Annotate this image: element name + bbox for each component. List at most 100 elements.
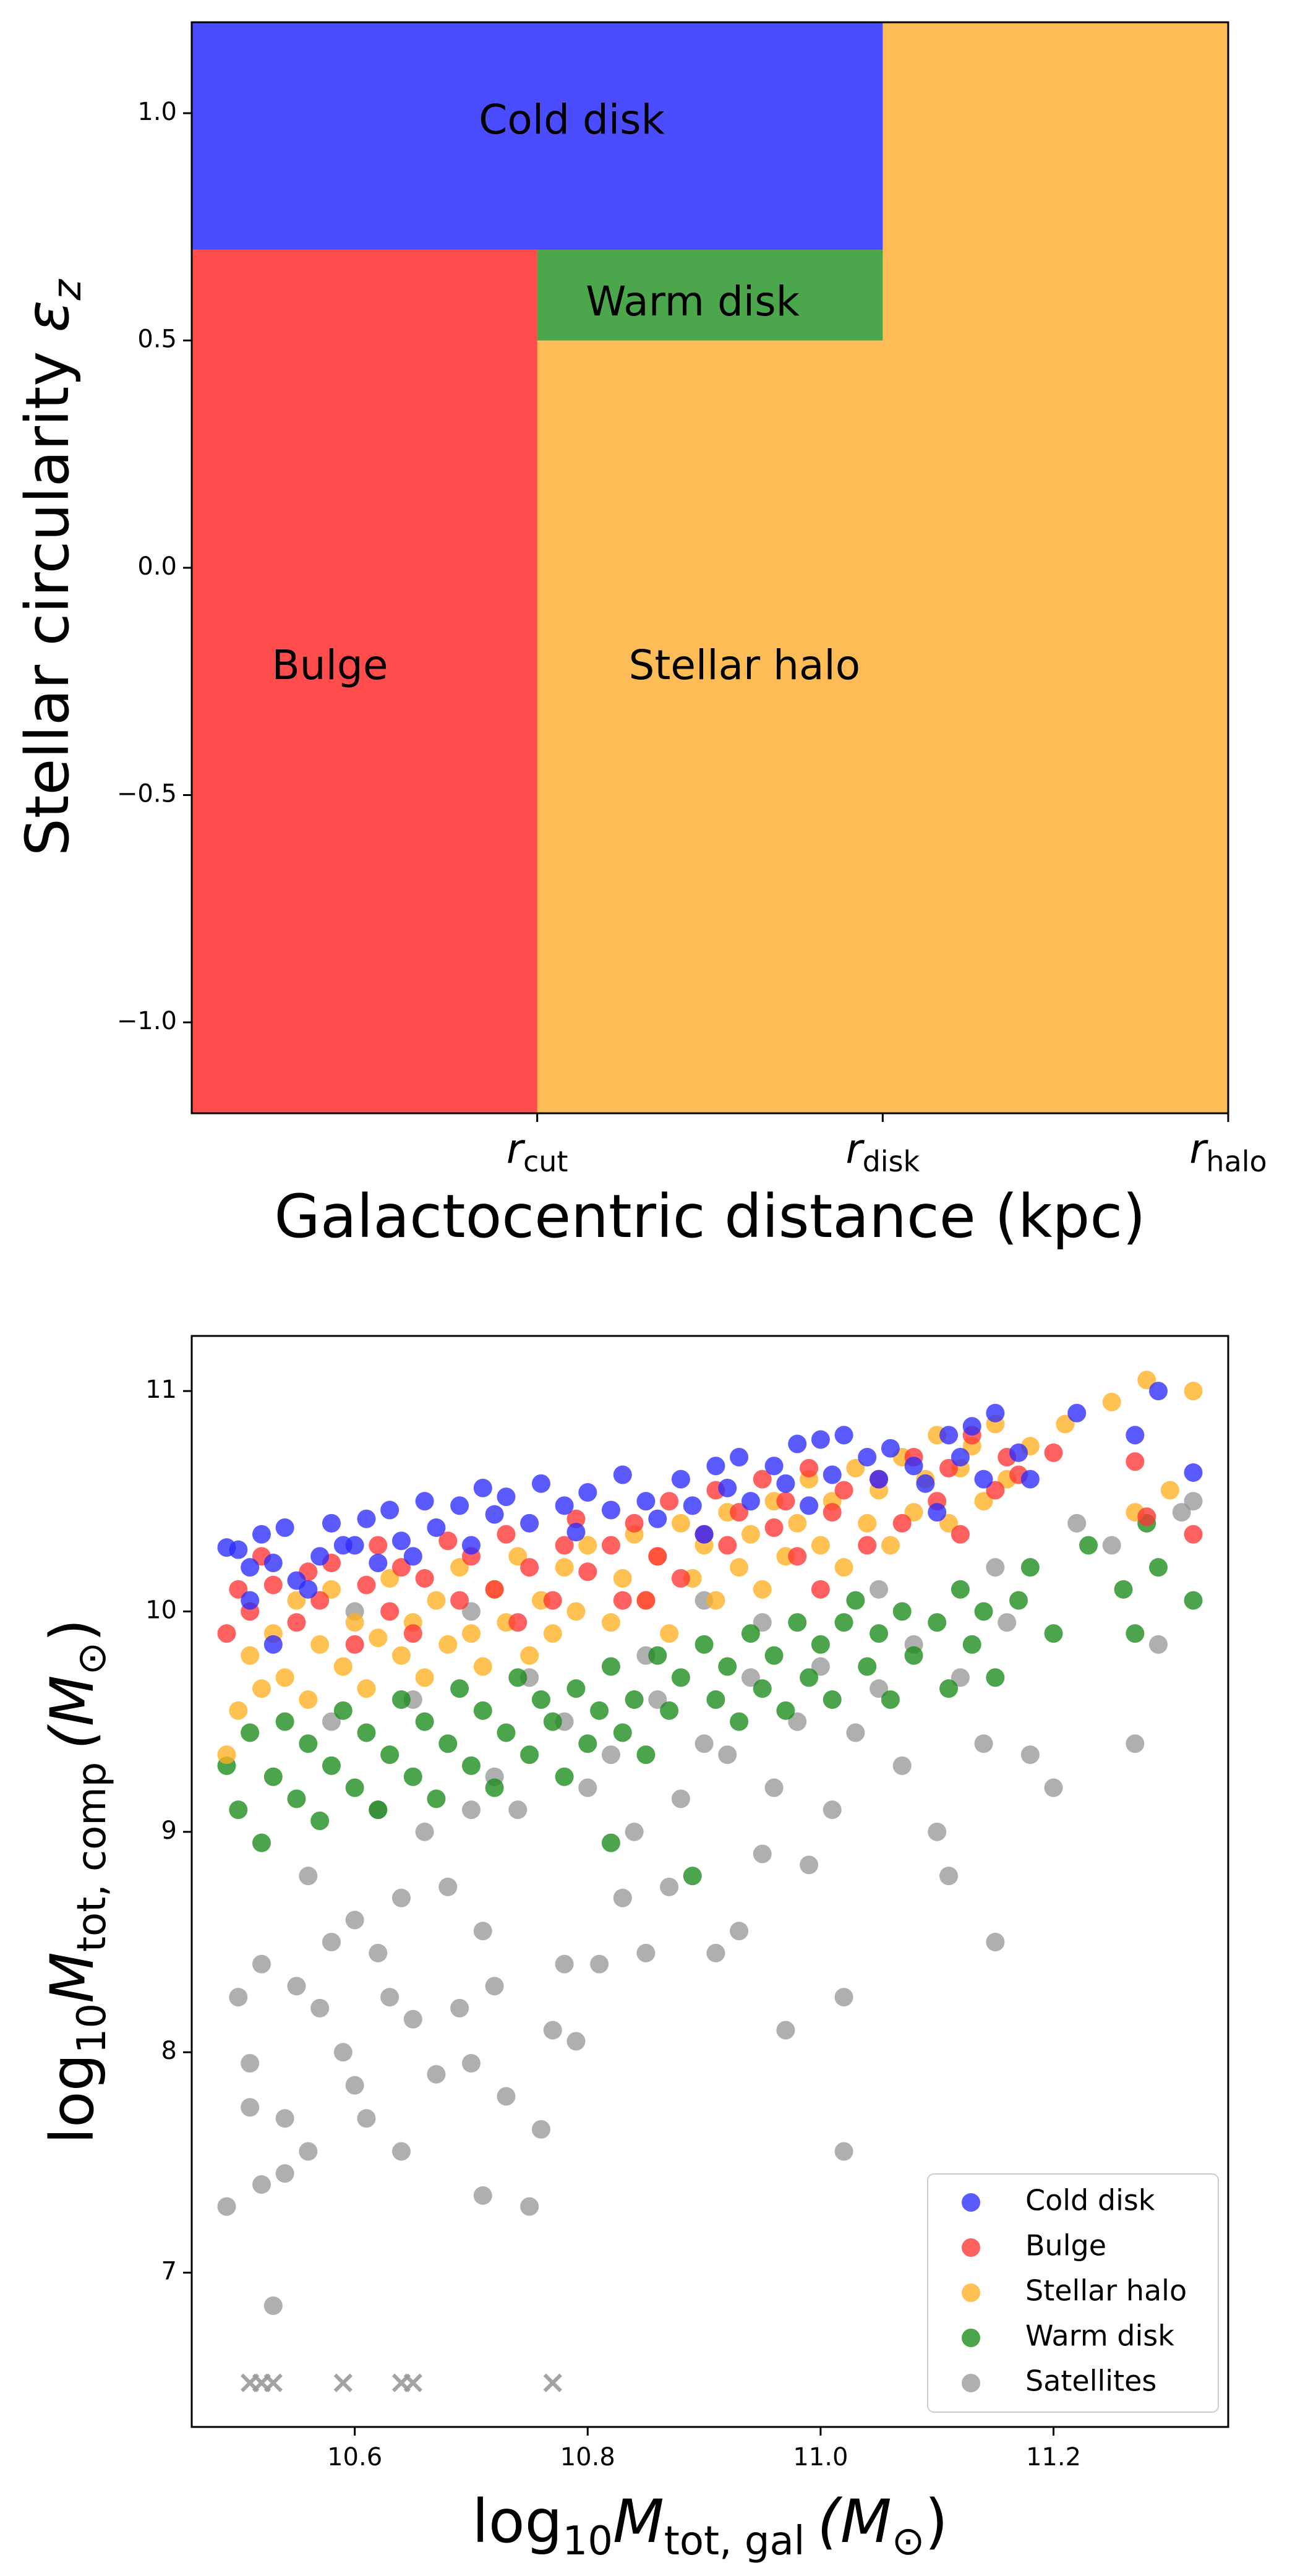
point-stellar-halo — [974, 1492, 993, 1511]
point-cold-disk — [601, 1500, 620, 1520]
legend-marker — [962, 2238, 980, 2257]
point-bulge — [415, 1569, 434, 1588]
point-warm-disk — [811, 1635, 830, 1654]
legend-label: Warm disk — [1025, 2319, 1174, 2353]
point-bulge — [485, 1580, 504, 1599]
point-cold-disk — [497, 1487, 516, 1507]
point-bulge — [508, 1613, 528, 1632]
point-bulge — [380, 1602, 400, 1621]
point-satellites — [613, 1888, 632, 1907]
point-warm-disk — [776, 1701, 795, 1720]
point-satellites — [217, 2197, 236, 2216]
legend-label: Stellar halo — [1025, 2274, 1187, 2308]
legend-marker — [962, 2374, 980, 2392]
point-satellites — [986, 1558, 1005, 1577]
y-axis-label-2: log10Mtot, comp(M⊙) — [38, 1619, 115, 2144]
point-satellites — [263, 2296, 283, 2315]
point-bulge — [671, 1569, 690, 1588]
region-label-cold-disk: Cold disk — [479, 96, 665, 143]
point-bulge — [625, 1513, 644, 1533]
point-bulge — [1184, 1525, 1203, 1544]
point-stellar-halo — [834, 1558, 853, 1577]
point-satellites — [974, 1734, 993, 1753]
point-cold-disk — [1126, 1426, 1145, 1445]
point-bulge — [357, 1575, 376, 1594]
point-cold-disk — [683, 1496, 702, 1515]
point-cold-disk — [299, 1580, 318, 1599]
point-bulge — [892, 1513, 912, 1533]
point-satellites — [322, 1712, 341, 1731]
point-satellites — [461, 2054, 481, 2073]
point-stellar-halo — [217, 1745, 236, 1765]
point-warm-disk — [601, 1657, 620, 1676]
x-axis-ticks-2: 10.6 10.8 11.0 11.2 — [327, 2427, 1081, 2471]
point-cold-disk — [834, 1426, 853, 1445]
point-satellites — [671, 1789, 690, 1808]
point-stellar-halo — [939, 1513, 959, 1533]
point-bulge — [718, 1536, 737, 1555]
point-satellites — [403, 2009, 422, 2029]
point-warm-disk — [834, 1613, 853, 1632]
point-stellar-halo — [1160, 1481, 1179, 1500]
point-warm-disk — [287, 1789, 306, 1808]
legend-marker — [962, 2193, 980, 2212]
y-tick-label: 0.5 — [137, 325, 177, 354]
point-warm-disk — [263, 1767, 283, 1786]
point-stellar-halo — [741, 1525, 760, 1544]
point-warm-disk — [415, 1712, 434, 1731]
point-cold-disk — [1009, 1443, 1028, 1462]
point-warm-disk — [299, 1734, 318, 1753]
point-satellites — [391, 1888, 411, 1907]
point-cold-disk — [648, 1509, 667, 1528]
legend-box — [927, 2173, 1219, 2413]
point-satellites — [287, 1977, 306, 1996]
point-cold-disk — [229, 1540, 248, 1559]
point-cold-disk — [263, 1635, 283, 1654]
point-satellites — [776, 2021, 795, 2040]
legend-label: Cold disk — [1025, 2184, 1155, 2217]
point-warm-disk — [461, 1756, 481, 1775]
point-satellites — [718, 1745, 737, 1765]
point-satellites — [310, 1998, 330, 2018]
point-warm-disk — [403, 1767, 422, 1786]
point-cold-disk — [369, 1554, 388, 1573]
point-bulge — [1044, 1443, 1063, 1462]
point-satellites — [275, 2164, 294, 2183]
point-warm-disk — [881, 1690, 900, 1709]
point-warm-disk — [1126, 1624, 1145, 1643]
point-warm-disk — [357, 1723, 376, 1742]
point-bulge — [1126, 1452, 1145, 1471]
point-cold-disk — [706, 1457, 725, 1476]
point-satellites — [473, 1922, 492, 1941]
point-bulge — [613, 1591, 632, 1610]
point-warm-disk — [741, 1624, 760, 1643]
y-axis-label-subscript: z — [45, 278, 90, 301]
point-satellites — [241, 2098, 260, 2117]
point-warm-disk — [508, 1668, 528, 1687]
point-stellar-halo — [1137, 1371, 1156, 1390]
point-satellites — [555, 1954, 574, 1974]
point-cold-disk — [310, 1547, 330, 1566]
point-satellites — [427, 2065, 446, 2084]
region-bulge — [192, 249, 537, 1113]
point-warm-disk — [671, 1668, 690, 1687]
point-satellites — [357, 2109, 376, 2128]
point-bulge — [858, 1536, 877, 1555]
point-warm-disk — [858, 1657, 877, 1676]
point-warm-disk — [974, 1602, 993, 1621]
point-stellar-halo — [357, 1679, 376, 1698]
point-cold-disk — [427, 1518, 446, 1538]
point-bulge — [217, 1624, 236, 1643]
point-bulge — [753, 1470, 772, 1489]
y-tick-label: 0.0 — [137, 552, 177, 581]
point-cold-disk — [555, 1496, 574, 1515]
legend: Cold disk Bulge Stellar halo Warm disk Satel… — [927, 2173, 1219, 2413]
point-warm-disk — [823, 1690, 842, 1709]
point-stellar-halo — [450, 1558, 469, 1577]
point-satellites — [322, 1933, 341, 1951]
point-stellar-halo — [299, 1690, 318, 1709]
point-warm-disk — [345, 1778, 364, 1797]
point-satellites — [998, 1613, 1017, 1632]
y-axis-label-main: Stellar circularity — [13, 332, 82, 856]
point-cold-disk — [962, 1417, 981, 1436]
